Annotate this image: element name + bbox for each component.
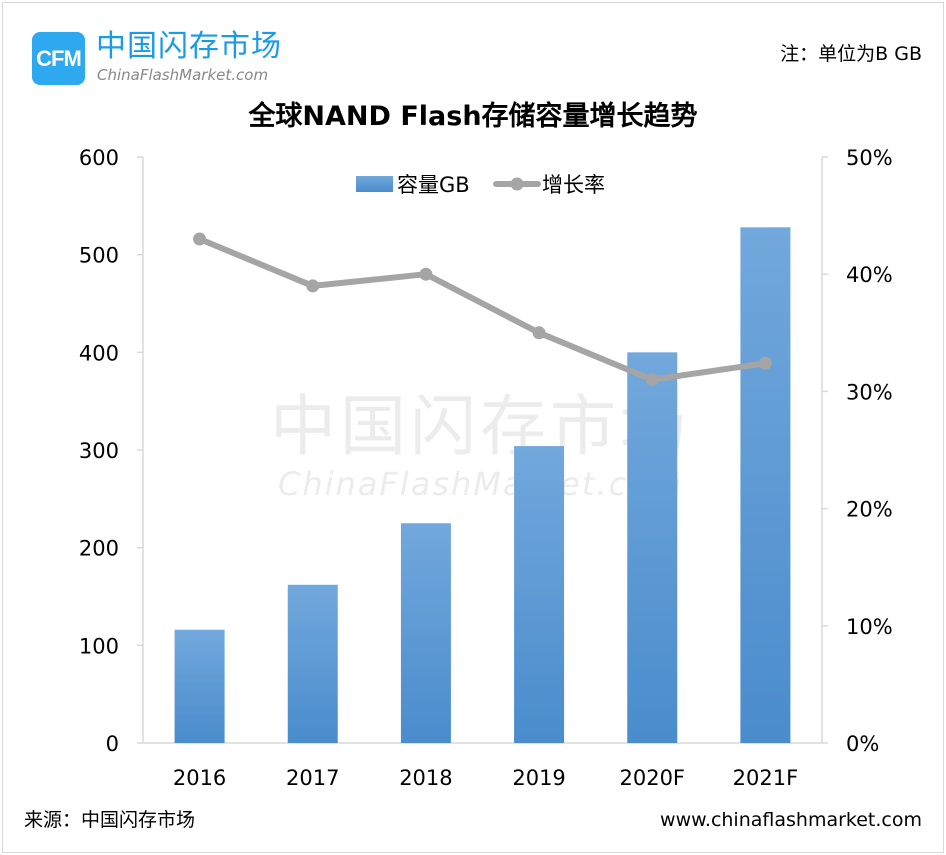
- bar-2019: [514, 446, 565, 743]
- website-label: www.chinaflashmarket.com: [660, 809, 922, 831]
- growth-rate-point-2017: [306, 279, 320, 293]
- watermark-en: ChinaFlashMarket.com: [278, 465, 683, 503]
- logo-mark-text: CFM: [36, 45, 82, 71]
- watermark-cn: 中国闪存市场: [270, 388, 690, 465]
- logo-name-en: ChinaFlashMarket.com: [97, 66, 269, 84]
- bar-2018: [400, 523, 451, 743]
- bar-2017: [287, 584, 338, 743]
- bar-2021F: [740, 227, 791, 743]
- x-tick-label: 2020F: [619, 766, 685, 790]
- x-tick-label: 2019: [512, 766, 565, 790]
- growth-rate-point-2018: [419, 267, 433, 281]
- unit-note: 注：单位为B GB: [780, 43, 922, 65]
- legend-line-marker: [510, 177, 524, 191]
- left-tick-label: 400: [79, 341, 119, 365]
- right-tick-label: 0%: [846, 732, 879, 756]
- left-tick-label: 500: [79, 244, 119, 268]
- left-tick-label: 300: [79, 439, 119, 463]
- legend-line-label: 增长率: [542, 173, 605, 197]
- growth-rate-line: [198, 236, 766, 383]
- left-tick-label: 0: [106, 732, 119, 756]
- chart-title: 全球NAND Flash存储容量增长趋势: [248, 101, 698, 132]
- right-tick-label: 40%: [846, 263, 893, 287]
- x-tick-label: 2018: [399, 766, 452, 790]
- logo-name-cn: 中国闪存市场: [96, 29, 282, 64]
- right-tick-label: 20%: [846, 498, 893, 522]
- x-tick-label: 2021F: [733, 766, 799, 790]
- x-tick-label: 2017: [286, 766, 339, 790]
- logo-mark: CFM: [32, 32, 85, 85]
- x-tick-label: 2016: [173, 766, 226, 790]
- legend-bar-swatch: [356, 176, 393, 192]
- right-tick-label: 50%: [846, 146, 893, 170]
- growth-rate-point-2020F: [645, 373, 659, 387]
- source-label: 来源：中国闪存市场: [24, 809, 196, 831]
- left-tick-label: 600: [79, 146, 119, 170]
- left-tick-label: 200: [79, 537, 119, 561]
- bar-2020F: [627, 352, 678, 743]
- legend-bar-label: 容量GB: [397, 173, 470, 197]
- growth-rate-point-2021F: [758, 356, 772, 370]
- growth-rate-point-2016: [193, 232, 207, 246]
- bar-2016: [174, 629, 225, 743]
- left-tick-label: 100: [79, 634, 119, 658]
- growth-rate-point-2019: [532, 326, 546, 340]
- right-tick-label: 30%: [846, 380, 893, 404]
- right-tick-label: 10%: [846, 615, 893, 639]
